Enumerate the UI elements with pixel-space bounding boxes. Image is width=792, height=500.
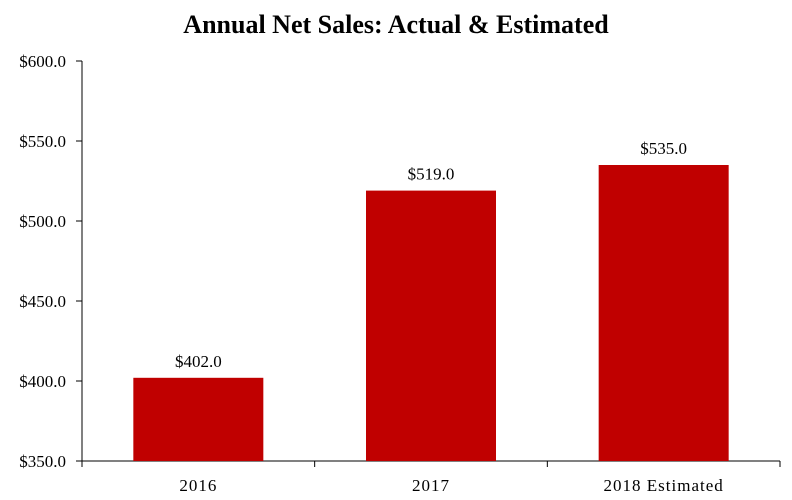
bar: [598, 165, 729, 461]
data-labels: $402.0 $519.0 $535.0: [175, 139, 687, 371]
bars: [133, 165, 729, 461]
axes: $350.0 $400.0 $450.0 $500.0 $550.0 $600.0 2016…: [19, 52, 781, 495]
x-tick-label: 2017: [412, 476, 450, 495]
x-tick-label: 2016: [179, 476, 217, 495]
chart-title: Annual Net Sales: Actual & Estimated: [183, 10, 609, 39]
data-label: $402.0: [175, 352, 222, 371]
y-tick-label: $600.0: [19, 52, 66, 71]
y-tick-label: $350.0: [19, 452, 66, 471]
data-label: $519.0: [408, 165, 455, 184]
x-tick-label: 2018 Estimated: [604, 476, 724, 495]
bar: [133, 377, 264, 461]
y-tick-label: $400.0: [19, 372, 66, 391]
data-label: $535.0: [640, 139, 687, 158]
y-tick-label: $450.0: [19, 292, 66, 311]
y-tick-label: $500.0: [19, 212, 66, 231]
y-tick-label: $550.0: [19, 132, 66, 151]
bar: [366, 190, 496, 461]
